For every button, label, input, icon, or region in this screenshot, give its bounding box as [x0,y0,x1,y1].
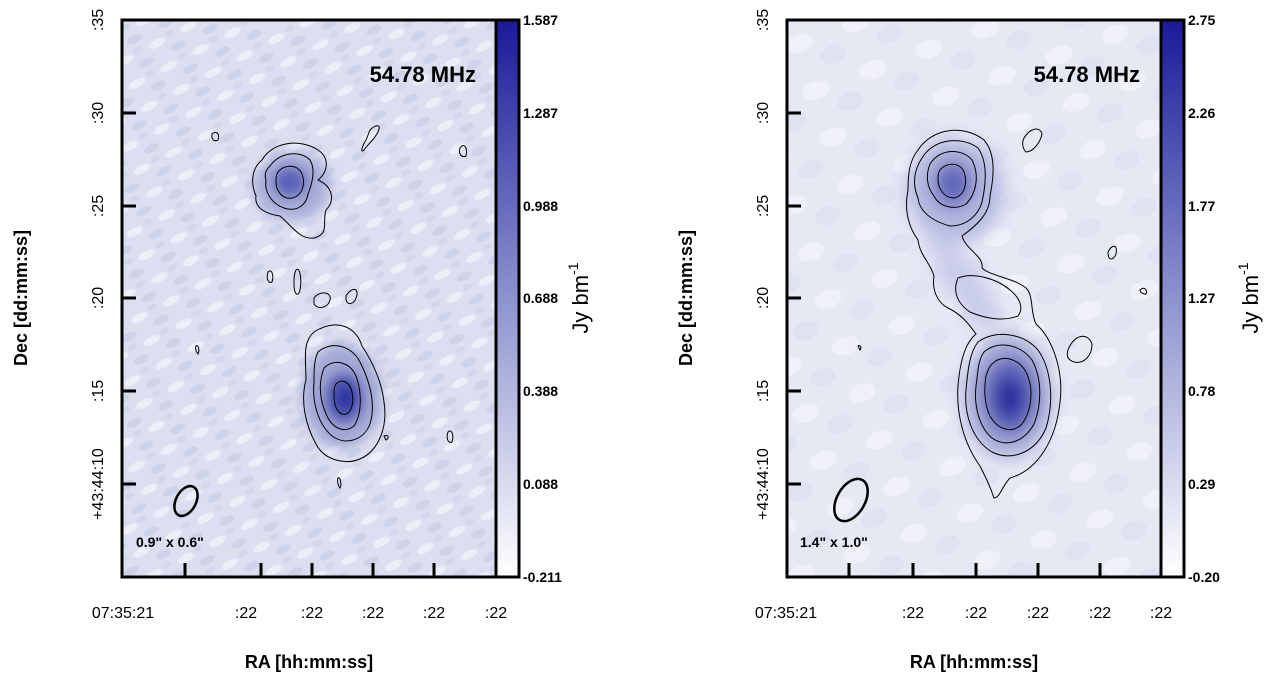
beam-size-label-2: 1.4" x 1.0" [800,534,868,550]
y-tick-labels-1: +43:44:10 :15 :20 :25 :30 :35 [90,9,107,520]
x-tick-label: :22 [423,605,445,622]
colorbar-tick-label: 1.587 [523,12,558,28]
colorbar-tick-label: 1.27 [1188,290,1215,306]
y-tick-label: :35 [90,9,107,31]
colorbar-tick-label: -0.211 [523,569,562,585]
colorbar-title-2: Jy bm-1 [1235,262,1263,333]
x-axis-title-2: RA [hh:mm:ss] [910,652,1038,672]
x-tick-label: 07:35:21 [92,605,154,622]
colorbar-tick-labels-2: 2.75 2.26 1.77 1.27 0.78 0.29 -0.20 [1188,12,1220,585]
y-tick-label: :35 [755,9,772,31]
y-tick-label: +43:44:10 [755,448,772,520]
colorbar-gradient [494,18,521,579]
x-tick-label: :22 [235,605,257,622]
colorbar-tick-labels-1: 1.587 1.287 0.988 0.688 0.388 0.088 -0.2… [523,12,562,585]
colorbar-gradient [1159,18,1186,579]
x-tick-label: :22 [965,605,987,622]
y-axis-title-2: Dec [dd:mm:ss] [676,230,696,366]
colorbar-tick-label: 0.988 [523,198,558,214]
y-tick-label: :20 [90,287,107,309]
x-tick-label: :22 [301,605,323,622]
frequency-label-1: 54.78 MHz [370,62,476,87]
colorbar-2: 2.75 2.26 1.77 1.27 0.78 0.29 -0.20 Jy b… [1159,12,1263,585]
beam-ellipse-2 [833,477,869,523]
colorbar-title-1: Jy bm-1 [565,262,593,333]
colorbar-unit: Jy bm [1238,275,1263,334]
beam-ellipse-1 [173,484,199,518]
y-tick-label: +43:44:10 [90,448,107,520]
contours-2 [857,128,1147,499]
colorbar-tick-label: 0.088 [523,476,558,492]
colorbar-1: 1.587 1.287 0.988 0.688 0.388 0.088 -0.2… [494,12,593,585]
y-tick-label: :20 [755,287,772,309]
x-tick-label: :22 [1150,605,1172,622]
colorbar-tick-label: 0.78 [1188,383,1215,399]
y-tick-label: :30 [755,102,772,124]
y-tick-label: :25 [755,195,772,217]
frequency-label-2: 54.78 MHz [1034,62,1140,87]
panel-2: 1.4" x 1.0" 54.78 MHz 07:35:21 :22 :22 :… [676,9,1263,672]
x-tick-labels-1: 07:35:21 :22 :22 :22 :22 :22 [92,605,507,622]
x-tick-label: :22 [1089,605,1111,622]
x-tick-label: :22 [362,605,384,622]
y-tick-labels-2: +43:44:10 :15 :20 :25 :30 :35 [755,9,772,520]
colorbar-unit-exponent: -1 [1235,262,1251,275]
heatmap-image-2 [787,20,1161,577]
y-tick-label: :15 [755,380,772,402]
colorbar-unit: Jy bm [568,275,593,334]
colorbar-tick-label: 1.77 [1188,198,1215,214]
x-tick-label: :22 [1027,605,1049,622]
panel-1: 0.9" x 0.6" 54.78 MHz 07:35:21 :22 :22 :… [11,9,593,672]
heatmap-image-1 [122,20,496,577]
colorbar-tick-label: -0.20 [1188,569,1220,585]
x-tick-label: 07:35:21 [755,605,817,622]
y-tick-label: :25 [90,195,107,217]
beam-size-label-1: 0.9" x 0.6" [136,534,204,550]
contours-1 [195,125,467,489]
x-tick-label: :22 [485,605,507,622]
colorbar-tick-label: 2.75 [1188,12,1215,28]
y-tick-label: :30 [90,102,107,124]
x-axis-title-1: RA [hh:mm:ss] [245,652,373,672]
colorbar-tick-label: 0.29 [1188,476,1215,492]
colorbar-tick-label: 0.388 [523,383,558,399]
y-axis-title-1: Dec [dd:mm:ss] [11,230,31,366]
x-tick-labels-2: 07:35:21 :22 :22 :22 :22 :22 [755,605,1172,622]
colorbar-tick-label: 0.688 [523,290,558,306]
colorbar-tick-label: 1.287 [523,105,558,121]
colorbar-tick-label: 2.26 [1188,105,1215,121]
y-tick-label: :15 [90,380,107,402]
x-tick-label: :22 [902,605,924,622]
colorbar-unit-exponent: -1 [565,262,581,275]
